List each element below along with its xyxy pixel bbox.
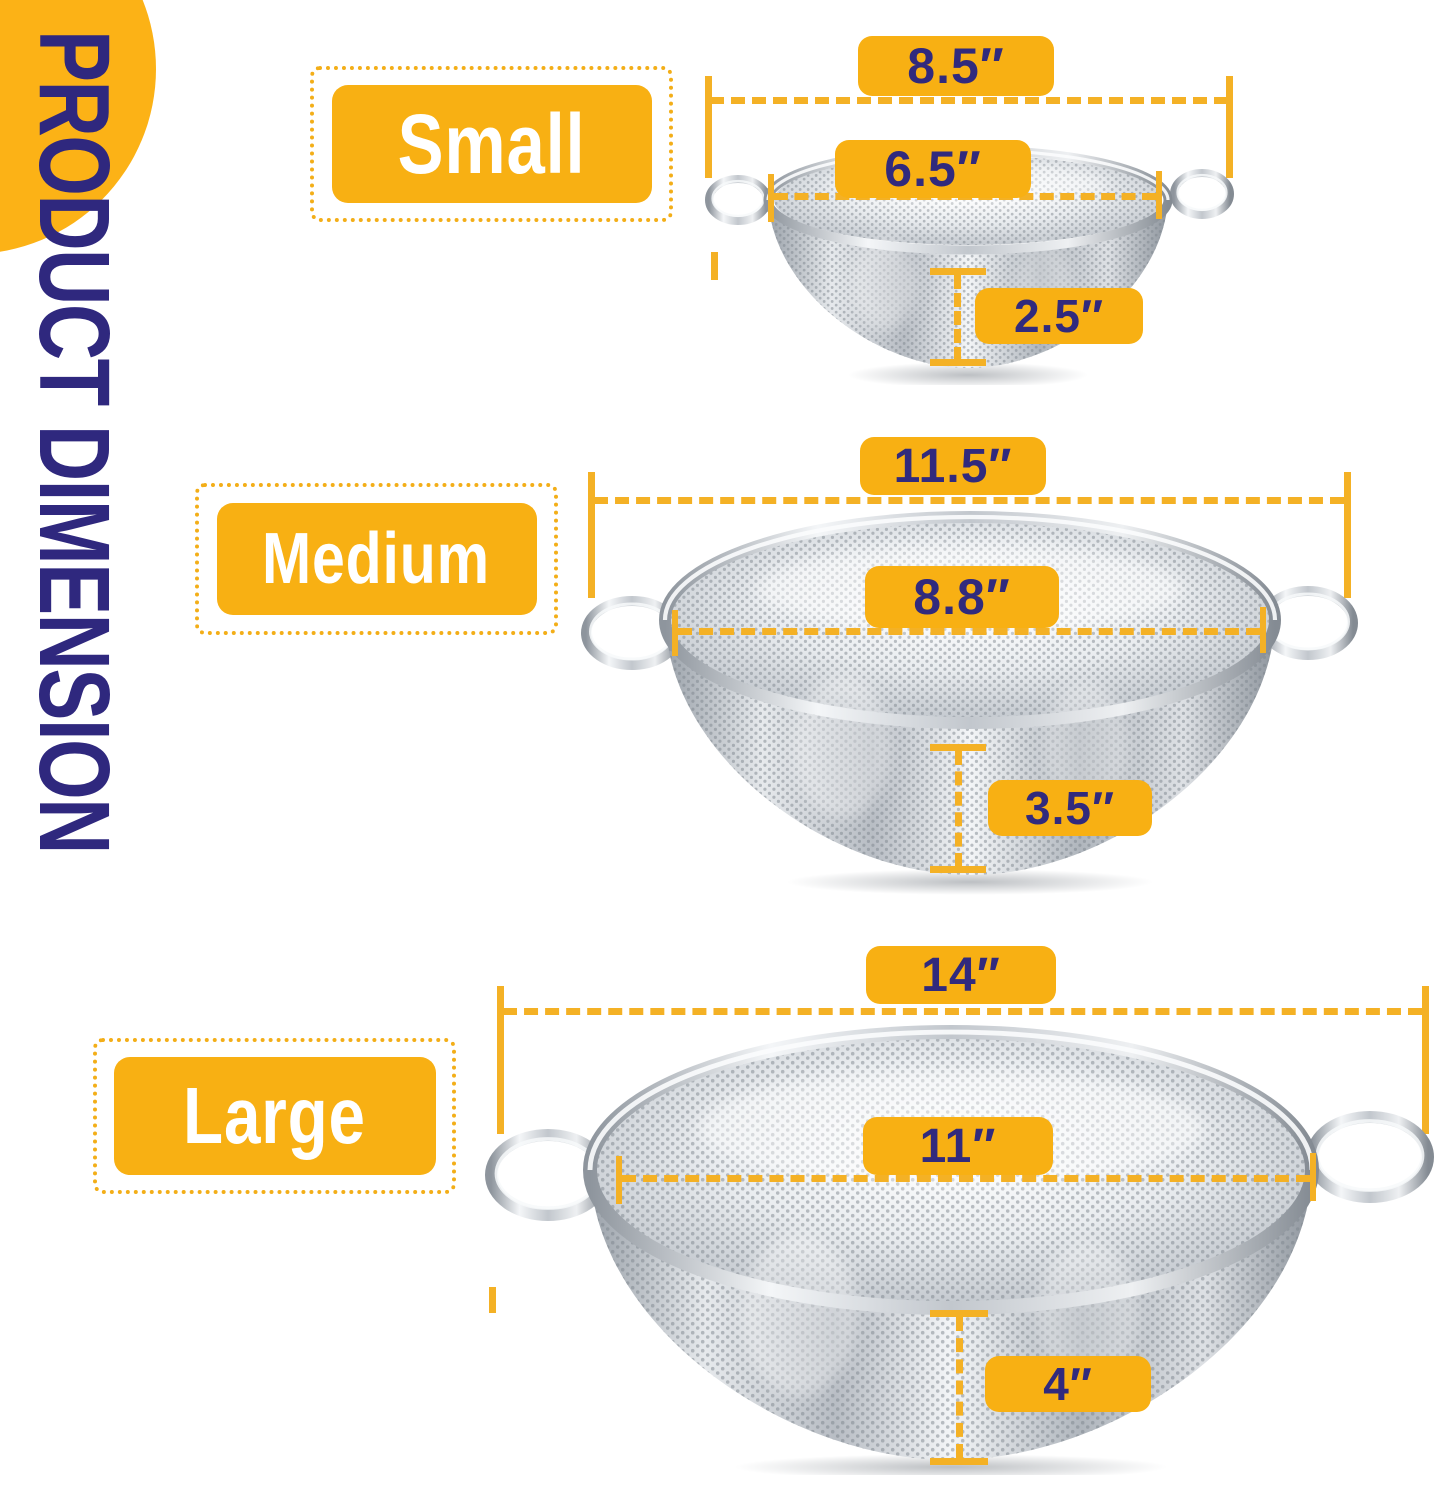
outer-width-cap-left-large — [497, 986, 504, 1134]
inner-width-cap-left-large — [616, 1156, 622, 1204]
outer-width-cap-left-medium — [588, 472, 595, 598]
depth-label-medium: 3.5″ — [988, 780, 1152, 836]
depth-label-large: 4″ — [985, 1356, 1151, 1412]
inner-width-cap-left-medium — [672, 610, 678, 656]
outer-width-cap-right-small — [1226, 76, 1233, 178]
size-badge-large-text: Large — [183, 1071, 366, 1160]
outer-width-label-large: 14″ — [866, 946, 1056, 1004]
size-badge-medium-text: Medium — [262, 519, 491, 599]
outer-width-label-medium: 11.5″ — [860, 437, 1046, 495]
colander-medium — [560, 495, 1380, 895]
size-badge-small-text: Small — [397, 96, 586, 191]
size-badge-medium: Medium — [195, 483, 558, 635]
depth-cap-top-medium — [930, 744, 986, 751]
depth-line-medium — [955, 751, 962, 867]
outer-width-line-small — [710, 97, 1228, 104]
depth-label-small: 2.5″ — [975, 288, 1143, 344]
size-badge-large-box: Large — [113, 1057, 436, 1175]
inner-width-cap-right-medium — [1260, 607, 1266, 653]
inner-width-line-medium — [678, 628, 1260, 635]
size-badge-medium-box: Medium — [216, 503, 537, 615]
inner-width-label-large: 11″ — [863, 1117, 1053, 1175]
outer-width-cap-left-small — [705, 76, 712, 178]
size-badge-small-box: Small — [331, 85, 652, 203]
outer-width-cap-right-medium — [1344, 472, 1351, 598]
inner-width-cap-right-large — [1310, 1153, 1316, 1201]
outer-width-label-small: 8.5″ — [858, 36, 1054, 96]
depth-cap-top-large — [930, 1310, 988, 1317]
size-badge-large: Large — [93, 1038, 456, 1194]
depth-line-large — [956, 1317, 963, 1458]
inner-width-cap-right-small — [1156, 171, 1162, 219]
inner-width-cap-left-small — [768, 174, 774, 222]
outer-width-line-medium — [594, 497, 1344, 504]
depth-line-small — [954, 275, 961, 361]
outer-width-line-large — [503, 1008, 1422, 1015]
stray-dash-large — [489, 1287, 496, 1313]
inner-width-label-medium: 8.8″ — [865, 566, 1059, 628]
inner-width-label-small: 6.5″ — [835, 140, 1031, 198]
depth-cap-bottom-medium — [930, 866, 986, 873]
stray-dash-small — [711, 252, 718, 280]
outer-width-cap-right-large — [1422, 986, 1429, 1134]
inner-width-line-large — [622, 1175, 1310, 1182]
depth-cap-top-small — [930, 268, 986, 275]
depth-cap-bottom-small — [930, 359, 986, 366]
depth-cap-bottom-large — [930, 1458, 988, 1465]
page-title: PRODUCT DIMENSION — [18, 30, 130, 853]
size-badge-small: Small — [310, 66, 673, 222]
